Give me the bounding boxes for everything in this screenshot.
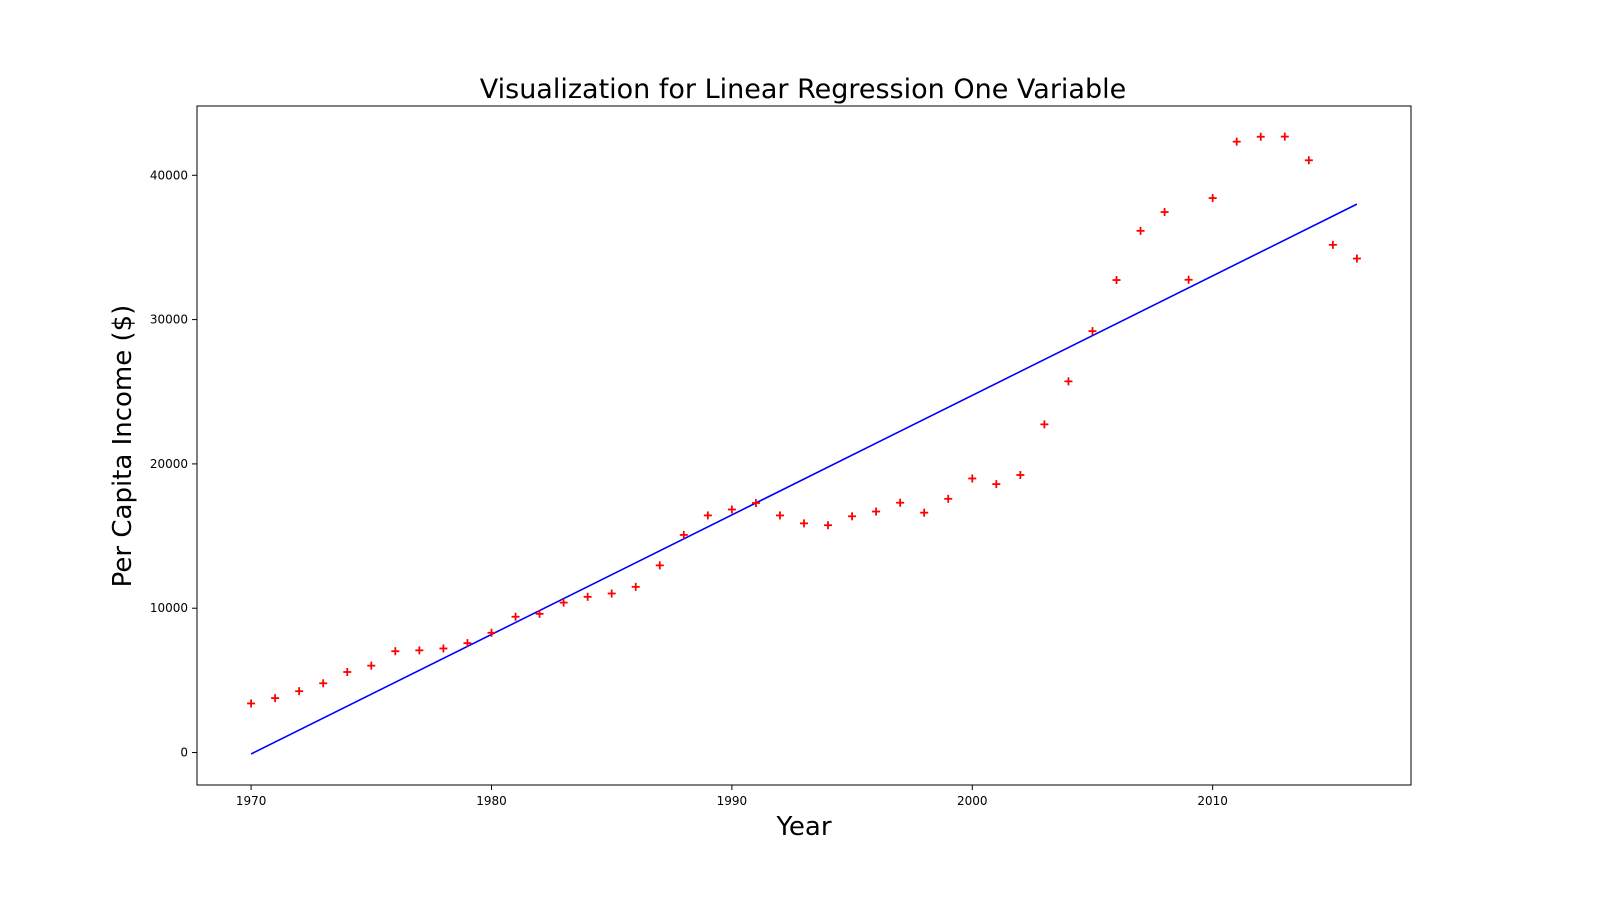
plot-area (196, 105, 1412, 786)
scatter-point (1280, 132, 1289, 141)
scatter-point (391, 647, 400, 656)
scatter-point (247, 699, 256, 708)
scatter-point (1112, 276, 1121, 285)
regression-line (250, 203, 1358, 755)
scatter-point (415, 646, 424, 655)
scatter-points-layer (247, 132, 1361, 708)
scatter-point (920, 508, 929, 517)
scatter-point (800, 519, 808, 528)
scatter-point (751, 499, 760, 508)
scatter-point (1064, 377, 1073, 386)
scatter-point (1328, 240, 1337, 249)
x-tick-label: 1980 (476, 794, 507, 808)
x-tick-label: 2010 (1197, 794, 1228, 808)
scatter-point (439, 644, 448, 653)
scatter-point (968, 474, 977, 483)
scatter-point (511, 612, 520, 621)
scatter-point (992, 480, 1001, 489)
y-axis: 0 10000 20000 30000 40000 (150, 168, 197, 760)
scatter-point (1304, 156, 1313, 165)
scatter-point (583, 592, 592, 601)
x-axis-label: Year (775, 812, 831, 842)
x-tick-label: 2000 (957, 794, 988, 808)
scatter-point (1208, 194, 1217, 203)
y-tick-label: 0 (180, 746, 188, 760)
scatter-point (607, 589, 616, 598)
scatter-point (1016, 471, 1025, 480)
y-tick-label: 30000 (150, 313, 188, 327)
scatter-point (1160, 208, 1169, 217)
scatter-point (1184, 275, 1193, 284)
x-tick-label: 1970 (236, 794, 267, 808)
y-tick-label: 10000 (150, 601, 188, 615)
x-axis: 1970 1980 1990 2000 2010 (236, 785, 1228, 808)
scatter-point (872, 507, 881, 516)
scatter-point (535, 609, 544, 618)
scatter-point (848, 512, 857, 521)
scatter-point (727, 505, 736, 514)
scatter-point (559, 598, 568, 607)
y-tick-label: 40000 (150, 168, 188, 182)
scatter-point (775, 511, 784, 520)
scatter-point (487, 628, 496, 637)
scatter-point (319, 679, 328, 688)
scatter-point (824, 521, 833, 530)
scatter-point (679, 530, 688, 539)
scatter-point (896, 498, 905, 507)
scatter-point (631, 582, 640, 591)
scatter-point (367, 661, 376, 670)
x-tick-label: 1990 (717, 794, 748, 808)
scatter-point (295, 687, 304, 696)
chart-title: Visualization for Linear Regression One … (480, 74, 1126, 105)
y-tick-label: 20000 (150, 457, 188, 471)
scatter-point (343, 668, 352, 677)
scatter-point (1136, 226, 1145, 235)
scatter-point (1256, 132, 1265, 141)
scatter-point (1232, 137, 1241, 146)
scatter-point (463, 639, 472, 648)
scatter-point (1040, 420, 1049, 429)
scatter-point (1352, 254, 1361, 263)
scatter-point (1088, 327, 1097, 336)
scatter-point (703, 511, 712, 520)
scatter-point (655, 561, 664, 570)
regression-line-layer (250, 203, 1358, 755)
y-axis-label: Per Capita Income ($) (108, 305, 138, 588)
plot-frame (196, 105, 1412, 786)
scatter-point (271, 694, 280, 703)
scatter-point (944, 494, 953, 503)
